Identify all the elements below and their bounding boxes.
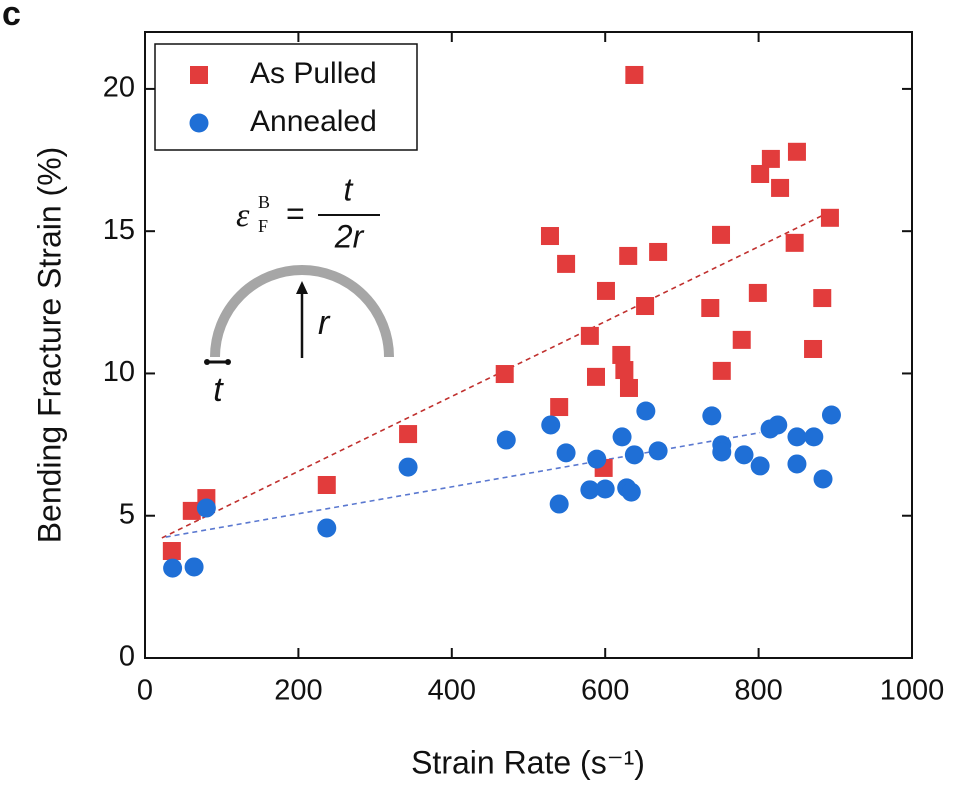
point — [621, 482, 641, 502]
point — [196, 498, 216, 518]
point — [540, 227, 559, 246]
point — [787, 454, 807, 474]
y-tick-label: 15 — [103, 214, 135, 246]
point — [712, 442, 732, 462]
x-tick-label: 1000 — [880, 675, 945, 707]
point — [615, 361, 634, 380]
y-tick-label: 10 — [103, 356, 135, 388]
x-tick-label: 400 — [428, 675, 476, 707]
x-tick-label: 800 — [734, 675, 782, 707]
point — [821, 405, 841, 425]
point — [804, 339, 823, 358]
point — [184, 557, 204, 577]
point — [596, 281, 615, 300]
point — [549, 494, 569, 514]
point — [712, 361, 731, 380]
point — [163, 558, 183, 578]
point — [751, 164, 770, 183]
formula-sub: F — [258, 216, 268, 236]
x-tick-label: 0 — [137, 675, 153, 707]
point — [771, 178, 790, 197]
x-axis-label: Strain Rate (s⁻¹) — [411, 744, 645, 780]
point — [761, 149, 780, 168]
point — [612, 345, 631, 364]
point — [399, 425, 418, 444]
y-axis-label: Bending Fracture Strain (%) — [31, 147, 67, 544]
point — [317, 518, 337, 538]
point — [813, 289, 832, 308]
point — [636, 297, 655, 316]
point — [556, 443, 576, 463]
point — [550, 398, 569, 417]
point — [625, 65, 644, 84]
point — [624, 445, 644, 465]
inset: r t ε B F = t 2r — [204, 171, 394, 409]
point — [398, 457, 418, 477]
thickness-dot — [204, 359, 210, 365]
radius-label: r — [318, 304, 331, 342]
y-tick-label: 5 — [119, 498, 135, 530]
y-tick-label: 0 — [119, 641, 135, 673]
point — [820, 208, 839, 227]
point — [595, 479, 615, 499]
point — [734, 445, 754, 465]
point — [702, 406, 722, 426]
point — [496, 430, 516, 450]
legend-marker — [190, 66, 208, 84]
point — [580, 326, 599, 345]
y-tick-label: 20 — [103, 72, 135, 104]
point — [785, 233, 804, 252]
point — [701, 299, 720, 318]
point — [748, 283, 767, 302]
formula-denominator: 2r — [334, 218, 365, 254]
arrow-head — [296, 281, 308, 294]
point — [648, 441, 668, 461]
bent-fiber — [210, 265, 394, 358]
plot-frame — [144, 31, 913, 659]
x-tick-label: 200 — [274, 675, 322, 707]
thickness-dot — [225, 359, 231, 365]
point — [768, 415, 788, 435]
point — [787, 142, 806, 161]
point — [182, 501, 201, 520]
formula-epsilon: ε — [236, 197, 250, 234]
point — [712, 225, 731, 244]
point — [787, 427, 807, 447]
panel-label: c — [2, 0, 21, 33]
point — [587, 449, 607, 469]
point — [580, 480, 600, 500]
point — [619, 246, 638, 265]
point — [619, 378, 638, 397]
point — [612, 427, 632, 447]
legend-label: As Pulled — [250, 57, 377, 90]
point — [541, 415, 561, 435]
point — [495, 365, 514, 384]
point — [750, 456, 770, 476]
point — [162, 542, 181, 561]
legend-label: Annealed — [250, 105, 377, 138]
x-tick-label: 600 — [581, 675, 629, 707]
point — [804, 427, 824, 447]
point — [732, 330, 751, 349]
thickness-label: t — [213, 371, 224, 409]
trend-line — [165, 431, 761, 538]
point — [317, 475, 336, 494]
point — [649, 242, 668, 261]
point — [557, 254, 576, 273]
formula-numerator: t — [344, 171, 354, 207]
point — [636, 401, 656, 421]
point — [586, 367, 605, 386]
legend-marker — [189, 113, 209, 133]
point — [813, 469, 833, 489]
formula-sup: B — [258, 192, 270, 212]
formula-equals: = — [286, 195, 305, 231]
